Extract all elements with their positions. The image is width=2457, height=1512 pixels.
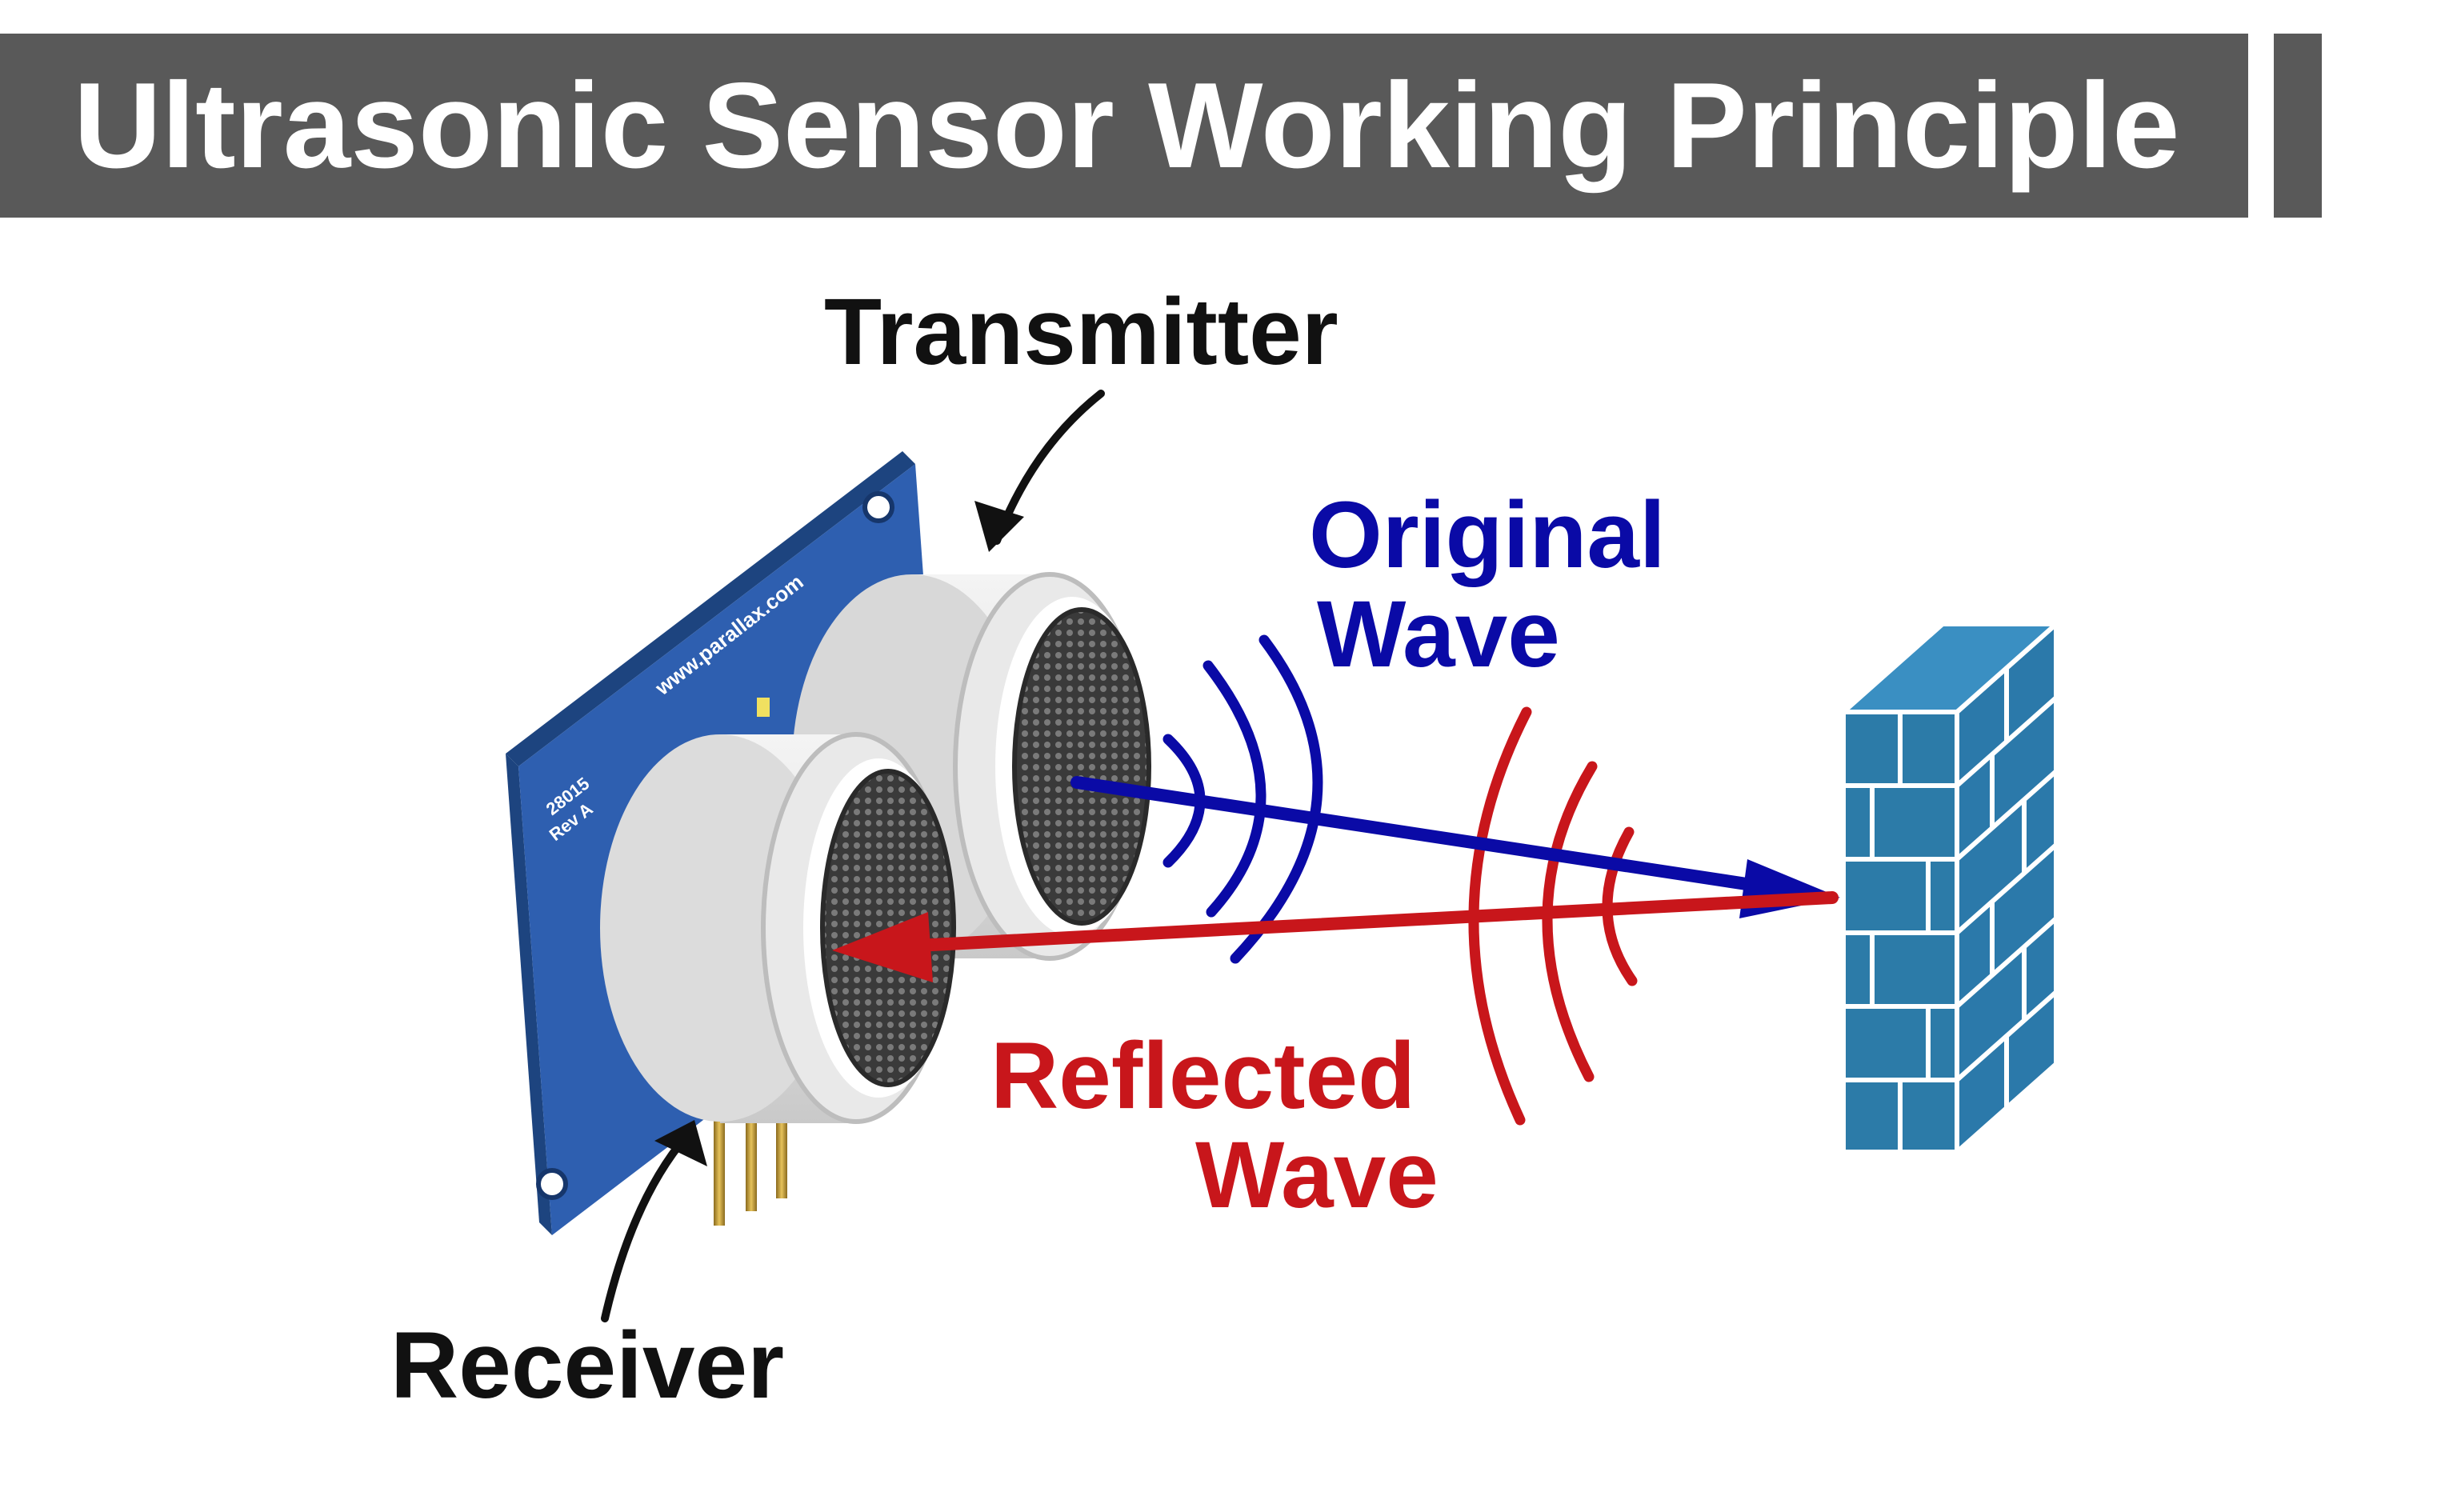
reflected-wave-arrow (832, 891, 1839, 982)
original-wave-label-line1: Original (1309, 482, 1666, 588)
original-wave-label-line2: Wave (1317, 582, 1560, 687)
reflected-wave-label-line2: Wave (1195, 1122, 1439, 1228)
header-pins (714, 1109, 787, 1226)
page-title: Ultrasonic Sensor Working Principle (74, 58, 2180, 194)
receiver-label: Receiver (390, 1313, 785, 1418)
reflected-wave-label-line1: Reflected (990, 1023, 1416, 1129)
receiver-pointer-arrow (601, 1120, 707, 1322)
title-accent-bar (2274, 34, 2322, 218)
brick-wall-icon (1837, 618, 2063, 1158)
transmitter-pointer-arrow (974, 390, 1105, 552)
transmitter-label: Transmitter (824, 279, 1339, 385)
transmitter-cylinder (792, 572, 1151, 961)
title-bar (0, 34, 2248, 218)
